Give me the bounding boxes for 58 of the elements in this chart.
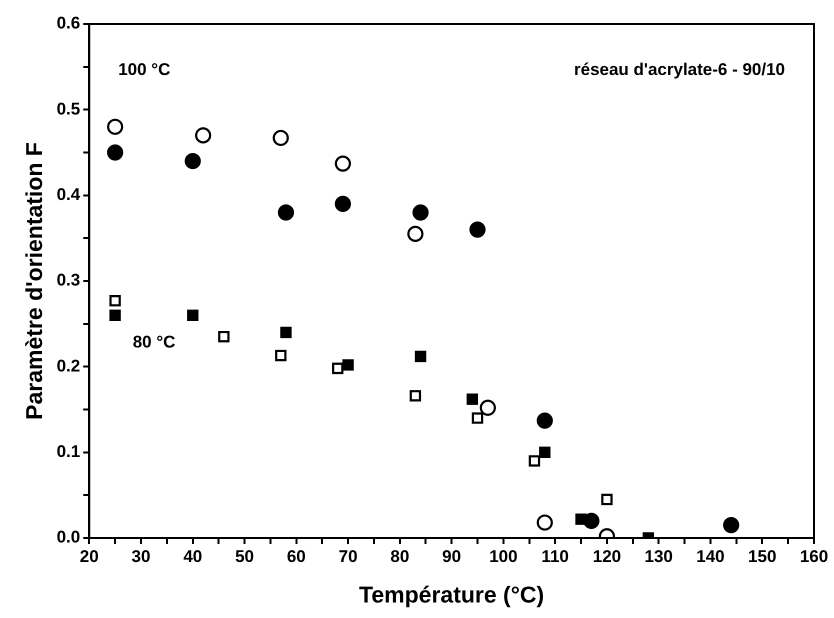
x-tick-label: 130 xyxy=(644,546,673,566)
point xyxy=(109,295,121,306)
point xyxy=(278,204,294,221)
point xyxy=(342,359,354,371)
point xyxy=(334,196,351,212)
point xyxy=(280,326,292,338)
point xyxy=(466,394,478,405)
y-tick-label: 0.4 xyxy=(56,185,81,204)
point xyxy=(601,494,613,506)
y-axis-title: Paramètre d'orientation F xyxy=(21,142,48,420)
point xyxy=(334,156,351,172)
point xyxy=(272,130,289,146)
y-tick-label: 0.2 xyxy=(56,356,80,376)
point xyxy=(407,226,424,242)
point xyxy=(723,517,740,534)
y-tick-label: 0.0 xyxy=(56,528,80,547)
point xyxy=(536,412,553,429)
point xyxy=(412,204,429,221)
x-tick-label: 120 xyxy=(592,546,622,566)
x-tick-label: 160 xyxy=(800,546,828,566)
y-tick-label: 0.5 xyxy=(56,99,80,118)
point xyxy=(536,514,553,531)
point xyxy=(332,362,344,374)
y-tick-label: 0.3 xyxy=(56,270,80,290)
annotation: 100 °C xyxy=(118,60,170,79)
annotation: 80 °C xyxy=(132,332,176,352)
x-tick-label: 150 xyxy=(748,546,776,566)
point xyxy=(109,310,121,321)
x-tick-label: 140 xyxy=(696,546,725,566)
point xyxy=(187,310,198,321)
x-tick-label: 80 xyxy=(390,546,410,566)
point xyxy=(469,222,486,238)
x-tick-label: 110 xyxy=(541,546,569,566)
x-tick-label: 70 xyxy=(338,546,358,566)
point xyxy=(410,390,422,402)
x-tick-label: 90 xyxy=(442,546,462,566)
annotation: réseau d'acrylate-6 - 90/10 xyxy=(574,60,786,79)
point xyxy=(275,350,286,362)
x-tick-label: 20 xyxy=(80,546,99,566)
point xyxy=(184,152,201,170)
x-tick-label: 40 xyxy=(183,546,202,566)
y-tick-label: 0.6 xyxy=(56,14,80,33)
x-tick-label: 50 xyxy=(235,546,254,566)
point xyxy=(528,455,540,467)
point xyxy=(472,412,484,424)
x-tick-label: 30 xyxy=(132,546,150,566)
x-tick-label: 60 xyxy=(286,546,306,566)
x-tick-label: 100 xyxy=(489,546,518,566)
x-axis-title: Température (°C) xyxy=(359,582,544,608)
point xyxy=(195,127,212,144)
point xyxy=(583,512,600,529)
point xyxy=(218,330,230,342)
y-tick-label: 0.1 xyxy=(56,442,80,462)
point xyxy=(480,400,496,416)
point xyxy=(539,446,550,458)
point xyxy=(414,350,426,362)
point xyxy=(107,144,124,161)
point xyxy=(107,118,124,135)
